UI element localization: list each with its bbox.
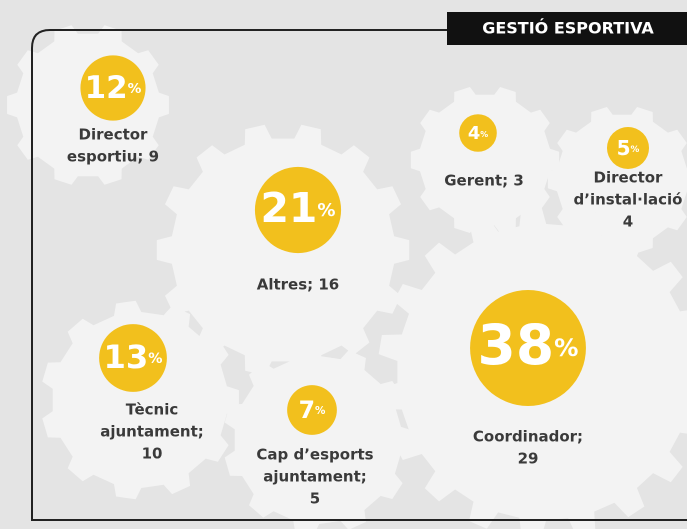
- category-label: 4: [623, 213, 633, 231]
- category-label: Director: [79, 126, 149, 144]
- percent-unit: %: [480, 130, 488, 139]
- category-label: Director: [594, 169, 664, 187]
- percent-value: 5: [617, 136, 631, 160]
- category-label: Cap d’esports: [256, 446, 373, 464]
- percent-value: 21: [260, 184, 317, 232]
- category-label: Gerent; 3: [444, 172, 524, 190]
- category-label: d’instal·lació: [574, 191, 683, 209]
- category-label: Tècnic: [126, 401, 178, 419]
- percent-unit: %: [631, 145, 640, 155]
- percent-unit: %: [148, 351, 162, 367]
- percent-value: 12: [85, 70, 128, 106]
- page: GESTIÓ ESPORTIVA 12% Director esportiu; 9 2…: [0, 0, 687, 529]
- category-label: 29: [518, 450, 539, 468]
- percent-value: 38: [478, 313, 555, 377]
- category-label: ajuntament;: [263, 468, 367, 486]
- percent-unit: %: [317, 200, 335, 221]
- percent-value: 13: [103, 338, 148, 376]
- percent-unit: %: [554, 333, 578, 362]
- percent-unit: %: [128, 81, 142, 97]
- category-label: Altres; 16: [257, 276, 340, 294]
- category-label: ajuntament;: [100, 423, 204, 441]
- category-label: esportiu; 9: [67, 148, 159, 166]
- chart-title: GESTIÓ ESPORTIVA: [482, 19, 654, 38]
- percent-value: 7: [299, 396, 315, 424]
- chart: GESTIÓ ESPORTIVA 12% Director esportiu; 9 2…: [0, 0, 687, 529]
- category-label: 10: [142, 445, 163, 463]
- percent-value: 4: [468, 123, 480, 144]
- percent-unit: %: [315, 405, 326, 417]
- category-label: Coordinador;: [473, 428, 583, 446]
- category-label: 5: [310, 490, 320, 508]
